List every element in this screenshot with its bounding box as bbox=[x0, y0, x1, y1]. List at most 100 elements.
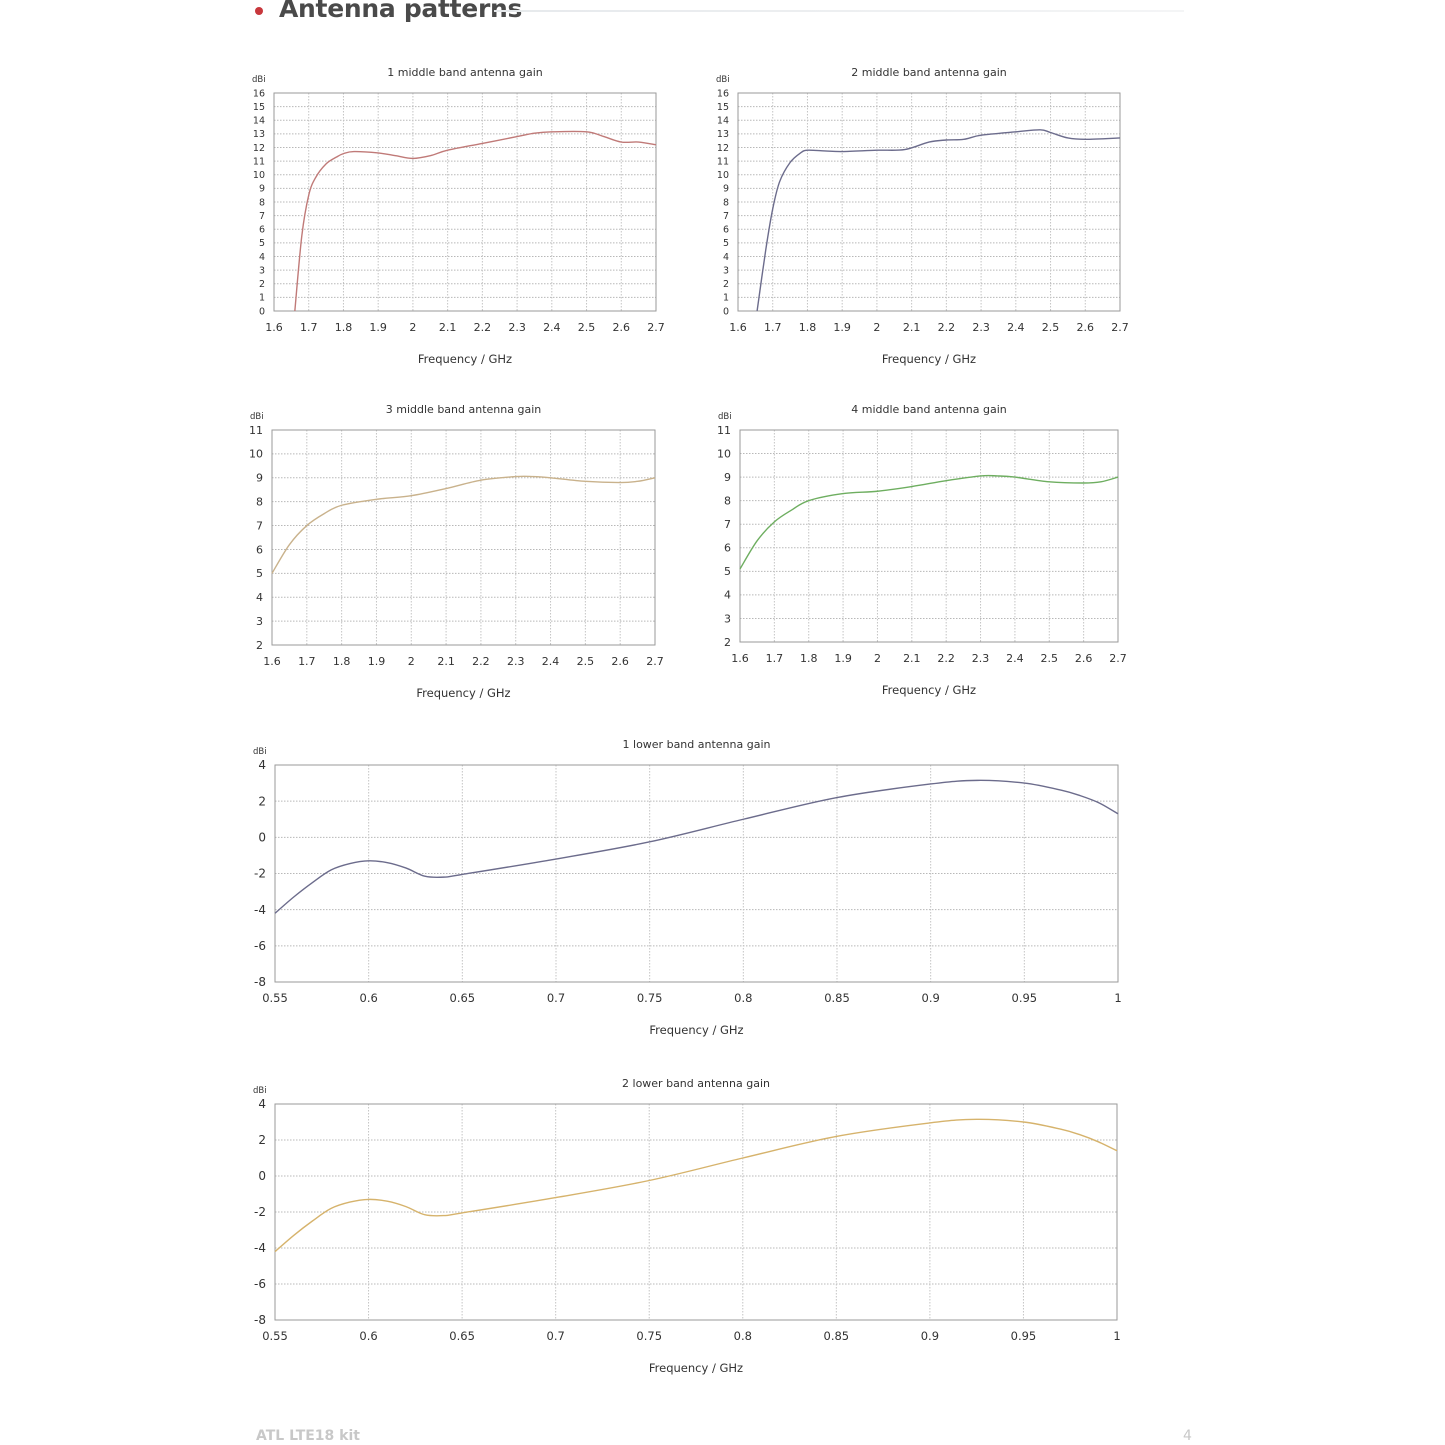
x-tick-label: 0.9 bbox=[921, 1329, 939, 1343]
y-axis-label: dBi bbox=[252, 75, 266, 85]
x-tick-label: 1.9 bbox=[834, 652, 852, 665]
x-tick-label: 2.5 bbox=[1042, 321, 1060, 334]
y-tick-label: 3 bbox=[724, 612, 731, 625]
gain-series-line bbox=[271, 475, 656, 574]
x-tick-label: 2.3 bbox=[972, 652, 990, 665]
x-tick-label: 2.5 bbox=[578, 321, 596, 334]
x-tick-label: 2 bbox=[408, 655, 415, 668]
y-axis-label: dBi bbox=[716, 75, 730, 85]
y-tick-label: 2 bbox=[258, 1133, 266, 1147]
x-tick-label: 2.5 bbox=[577, 655, 595, 668]
plot-frame bbox=[274, 1103, 1118, 1321]
y-tick-label: 2 bbox=[724, 636, 731, 649]
x-tick-label: 2.1 bbox=[437, 655, 455, 668]
x-tick-label: 0.6 bbox=[360, 991, 378, 1005]
y-tick-label: -2 bbox=[254, 1205, 266, 1219]
chart-title: 2 lower band antenna gain bbox=[622, 1077, 770, 1090]
y-tick-label: 5 bbox=[724, 565, 731, 578]
y-tick-label: 5 bbox=[256, 567, 263, 580]
y-tick-label: 12 bbox=[717, 143, 729, 154]
y-tick-label: 16 bbox=[717, 88, 729, 99]
x-tick-label: 1.6 bbox=[729, 321, 747, 334]
x-tick-label: 2 bbox=[873, 321, 880, 334]
y-tick-label: 11 bbox=[249, 424, 263, 437]
gain-series-line bbox=[294, 130, 657, 312]
y-tick-label: 2 bbox=[258, 794, 266, 808]
x-tick-label: 2.2 bbox=[938, 321, 956, 334]
y-tick-label: 9 bbox=[256, 472, 263, 485]
y-tick-label: 5 bbox=[259, 238, 265, 249]
y-tick-label: 4 bbox=[724, 589, 731, 602]
y-axis-label: dBi bbox=[718, 412, 732, 422]
y-tick-label: 0 bbox=[258, 831, 266, 845]
footer-page-number: 4 bbox=[1183, 1428, 1192, 1444]
y-tick-label: 6 bbox=[256, 543, 263, 556]
x-axis-label: Frequency / GHz bbox=[418, 352, 512, 366]
y-tick-label: -4 bbox=[254, 1241, 266, 1255]
x-tick-label: 1.9 bbox=[368, 655, 386, 668]
y-tick-label: 16 bbox=[253, 88, 265, 99]
plot-frame bbox=[273, 92, 657, 312]
y-tick-label: 0 bbox=[723, 306, 729, 317]
y-tick-label: -2 bbox=[254, 867, 266, 881]
gain-series-line bbox=[739, 474, 1119, 570]
x-tick-label: 1.9 bbox=[833, 321, 851, 334]
x-axis-label: Frequency / GHz bbox=[416, 686, 510, 700]
x-tick-label: 1.8 bbox=[800, 652, 818, 665]
y-tick-label: 9 bbox=[724, 471, 731, 484]
x-tick-label: 2.7 bbox=[1111, 321, 1129, 334]
x-tick-label: 0.7 bbox=[547, 991, 565, 1005]
x-tick-label: 1.8 bbox=[335, 321, 353, 334]
x-tick-label: 0.9 bbox=[922, 991, 940, 1005]
x-tick-label: 1 bbox=[1114, 991, 1121, 1005]
plot-frame bbox=[737, 92, 1121, 312]
x-tick-label: 0.8 bbox=[734, 991, 752, 1005]
y-tick-label: 2 bbox=[723, 279, 729, 290]
chart-title: 3 middle band antenna gain bbox=[386, 403, 541, 416]
x-tick-label: 2.4 bbox=[542, 655, 560, 668]
gain-series-line bbox=[756, 129, 1121, 312]
y-tick-label: 7 bbox=[256, 519, 263, 532]
x-tick-label: 1 bbox=[1113, 1329, 1120, 1343]
x-tick-label: 2.6 bbox=[611, 655, 629, 668]
x-tick-label: 1.7 bbox=[298, 655, 316, 668]
x-tick-label: 2 bbox=[409, 321, 416, 334]
y-tick-label: 7 bbox=[259, 211, 265, 222]
y-tick-label: 10 bbox=[717, 170, 729, 181]
y-tick-label: 12 bbox=[253, 143, 265, 154]
y-axis-label: dBi bbox=[253, 1086, 267, 1096]
chart-title: 2 middle band antenna gain bbox=[851, 66, 1006, 79]
x-tick-label: 2 bbox=[874, 652, 881, 665]
chart-3: 2 3 4 5 6 7 8 9 10 11 1.6 1.7 1.8 1.9 2 2.1 2.2 2.3 2.4 2.5… bbox=[249, 403, 664, 700]
y-tick-label: 8 bbox=[259, 197, 265, 208]
x-tick-label: 2.4 bbox=[543, 321, 561, 334]
plot-frame bbox=[274, 764, 1119, 983]
y-tick-label: 13 bbox=[717, 129, 729, 140]
x-tick-label: 2.2 bbox=[474, 321, 492, 334]
x-tick-label: 0.95 bbox=[1012, 991, 1038, 1005]
y-tick-label: 8 bbox=[723, 197, 729, 208]
x-tick-label: 2.7 bbox=[647, 321, 665, 334]
bullet-icon bbox=[255, 6, 263, 15]
y-tick-label: 15 bbox=[253, 102, 265, 113]
x-tick-label: 1.6 bbox=[265, 321, 283, 334]
y-tick-label: 4 bbox=[258, 1097, 266, 1111]
x-tick-label: 0.95 bbox=[1011, 1329, 1037, 1343]
x-axis-label: Frequency / GHz bbox=[649, 1023, 743, 1037]
gain-series-line bbox=[274, 779, 1119, 914]
y-tick-label: 9 bbox=[259, 184, 265, 195]
x-tick-label: 2.4 bbox=[1007, 321, 1025, 334]
x-tick-label: 2.7 bbox=[1109, 652, 1127, 665]
x-tick-label: 0.6 bbox=[359, 1329, 377, 1343]
y-tick-label: -6 bbox=[254, 939, 266, 953]
x-tick-label: 1.9 bbox=[369, 321, 387, 334]
y-tick-label: 2 bbox=[259, 279, 265, 290]
x-tick-label: 2.3 bbox=[508, 321, 526, 334]
y-tick-label: 4 bbox=[256, 591, 263, 604]
y-tick-label: 11 bbox=[717, 156, 729, 167]
y-tick-label: 0 bbox=[258, 1169, 266, 1183]
y-tick-label: 2 bbox=[256, 639, 263, 652]
